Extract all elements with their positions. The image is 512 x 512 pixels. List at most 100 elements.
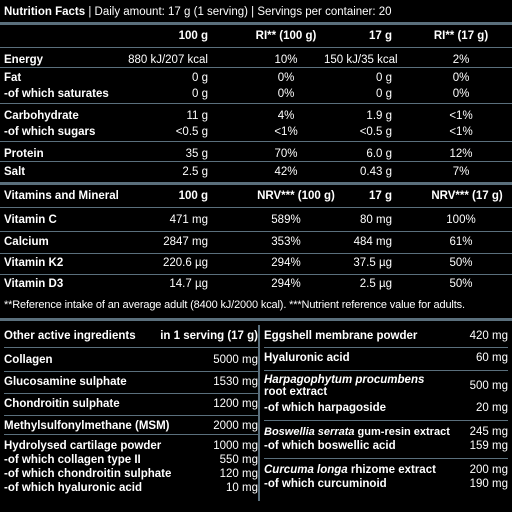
ingredient-label: Glucosamine sulphate <box>4 376 127 388</box>
divider <box>0 182 512 185</box>
ingredient-label: Hyaluronic acid <box>264 352 350 364</box>
column-divider <box>258 325 260 501</box>
divider <box>4 434 258 435</box>
ingredient-row: Methylsulfonylmethane (MSM) 2000 mg <box>4 418 258 435</box>
vitamin-label: Vitamin D3 <box>4 278 64 290</box>
col-17g: 17 g <box>368 30 392 42</box>
ri-100g: <1% <box>274 126 298 138</box>
nrv-17g: 61% <box>449 236 473 248</box>
nutrient-label: Protein <box>4 148 44 160</box>
col-100g: 100 g <box>178 30 208 42</box>
vitamin-value-17g: 37.5 µg <box>353 257 392 269</box>
ingredient-value: 2000 mg <box>213 420 258 432</box>
cartilage-value: 120 mg <box>219 468 258 480</box>
cartilage-line: Hydrolysed cartilage powder <box>4 440 162 452</box>
vitamin-label: Calcium <box>4 236 49 248</box>
vitamin-value-100g: 471 mg <box>169 214 208 226</box>
ingredient-label: Collagen <box>4 354 53 366</box>
col-ri-100g: RI** (100 g) <box>255 30 317 42</box>
ingredient-row: Eggshell membrane powder 420 mg <box>264 328 508 345</box>
harpago-value: 500 mg <box>469 380 508 392</box>
ingredient-row: Glucosamine sulphate 1530 mg <box>4 374 258 391</box>
ingredient-label: Eggshell membrane powder <box>264 330 418 342</box>
vitamins-col-nrv-100g: NRV*** (100 g) <box>257 190 335 202</box>
vitamins-header-label: Vitamins and Mineral <box>4 190 119 202</box>
value-17g: 0 g <box>376 88 392 100</box>
value-17g: 0.43 g <box>360 166 392 178</box>
value-100g: <0.5 g <box>175 126 208 138</box>
nrv-100g: 294% <box>271 257 301 269</box>
value-17g: 0 g <box>376 72 392 84</box>
nutrition-row: Protein 35 g 70% 6.0 g 12% <box>4 146 508 163</box>
vitamin-row: Vitamin D3 14.7 µg 294% 2.5 µg 50% <box>4 276 508 293</box>
divider <box>0 67 512 68</box>
ingredient-value: 60 mg <box>476 352 508 364</box>
ri-17g: 7% <box>452 166 470 178</box>
divider <box>0 47 512 48</box>
ingredient-row: Hyaluronic acid 60 mg <box>264 350 508 367</box>
nrv-100g: 353% <box>271 236 301 248</box>
nutrition-header: Nutrition Facts | Daily amount: 17 g (1 … <box>4 6 392 18</box>
column-header-row: 100 g RI** (100 g) 17 g RI** (17 g) <box>4 28 508 45</box>
boswellia-sub-value: 159 mg <box>469 440 508 452</box>
divider <box>4 347 258 348</box>
value-17g: 1.9 g <box>366 110 392 122</box>
nrv-100g: 294% <box>271 278 301 290</box>
value-17g: 6.0 g <box>366 148 392 160</box>
divider <box>264 370 508 371</box>
divider <box>4 415 258 416</box>
curcuma-value: 200 mg <box>469 464 508 476</box>
col-ri-17g: RI** (17 g) <box>433 30 489 42</box>
ri-100g: 0% <box>277 72 295 84</box>
other-ingredients-header: Other active ingredients in 1 serving (1… <box>4 328 258 345</box>
ri-17g: 0% <box>452 88 470 100</box>
other-ingredients-title: Other active ingredients <box>4 330 136 342</box>
vitamin-label: Vitamin C <box>4 214 57 226</box>
divider <box>0 274 512 275</box>
ri-100g: 0% <box>277 88 295 100</box>
vitamin-row: Calcium 2847 mg 353% 484 mg 61% <box>4 234 508 251</box>
ingredient-value: 1200 mg <box>213 398 258 410</box>
ingredient-row: Chondroitin sulphate 1200 mg <box>4 396 258 413</box>
header-title: Nutrition Facts <box>4 6 86 18</box>
ri-100g: 10% <box>274 54 298 66</box>
curcuma-latin: Curcuma longa <box>264 464 348 476</box>
value-17g: 150 kJ/35 kcal <box>324 54 398 66</box>
ingredient-row: Collagen 5000 mg <box>4 352 258 369</box>
vitamin-value-100g: 220.6 µg <box>163 257 208 269</box>
serving-col: in 1 serving (17 g) <box>160 330 258 342</box>
cartilage-line: -of which collagen type II <box>4 454 141 466</box>
cartilage-line: -of which hyaluronic acid <box>4 482 143 494</box>
divider <box>264 458 508 459</box>
vitamins-header-row: Vitamins and Mineral 100 g NRV*** (100 g… <box>4 188 508 205</box>
ri-100g: 4% <box>277 110 295 122</box>
divider <box>264 420 508 421</box>
vitamin-value-100g: 2847 mg <box>163 236 208 248</box>
value-100g: 880 kJ/207 kcal <box>128 54 208 66</box>
vitamins-col-17g: 17 g <box>368 190 392 202</box>
nutrient-label: Energy <box>4 54 43 66</box>
nutrient-label: Fat <box>4 72 22 84</box>
harpago-name: Harpagophytum procumbens <box>264 374 425 386</box>
ingredient-value: 1530 mg <box>213 376 258 388</box>
harpago-root: root extract <box>264 386 328 398</box>
ri-100g: 42% <box>274 166 298 178</box>
vitamin-value-17g: 2.5 µg <box>359 278 392 290</box>
nutrient-label: -of which saturates <box>4 88 109 100</box>
divider <box>0 231 512 232</box>
cartilage-value: 10 mg <box>226 482 258 494</box>
ingredient-label: Chondroitin sulphate <box>4 398 120 410</box>
value-100g: 35 g <box>185 148 208 160</box>
vitamin-row: Vitamin C 471 mg 589% 80 mg 100% <box>4 212 508 229</box>
nrv-100g: 589% <box>271 214 301 226</box>
divider <box>4 393 258 394</box>
nutrient-label: Salt <box>4 166 26 178</box>
divider <box>0 141 512 142</box>
divider <box>0 161 512 162</box>
nrv-17g: 50% <box>449 257 473 269</box>
divider <box>264 347 508 348</box>
ingredient-value: 420 mg <box>469 330 508 342</box>
vitamins-col-nrv-17g: NRV*** (17 g) <box>431 190 503 202</box>
header-daily-amount: Daily amount: 17 g (1 serving) <box>94 6 248 18</box>
divider <box>0 22 512 25</box>
